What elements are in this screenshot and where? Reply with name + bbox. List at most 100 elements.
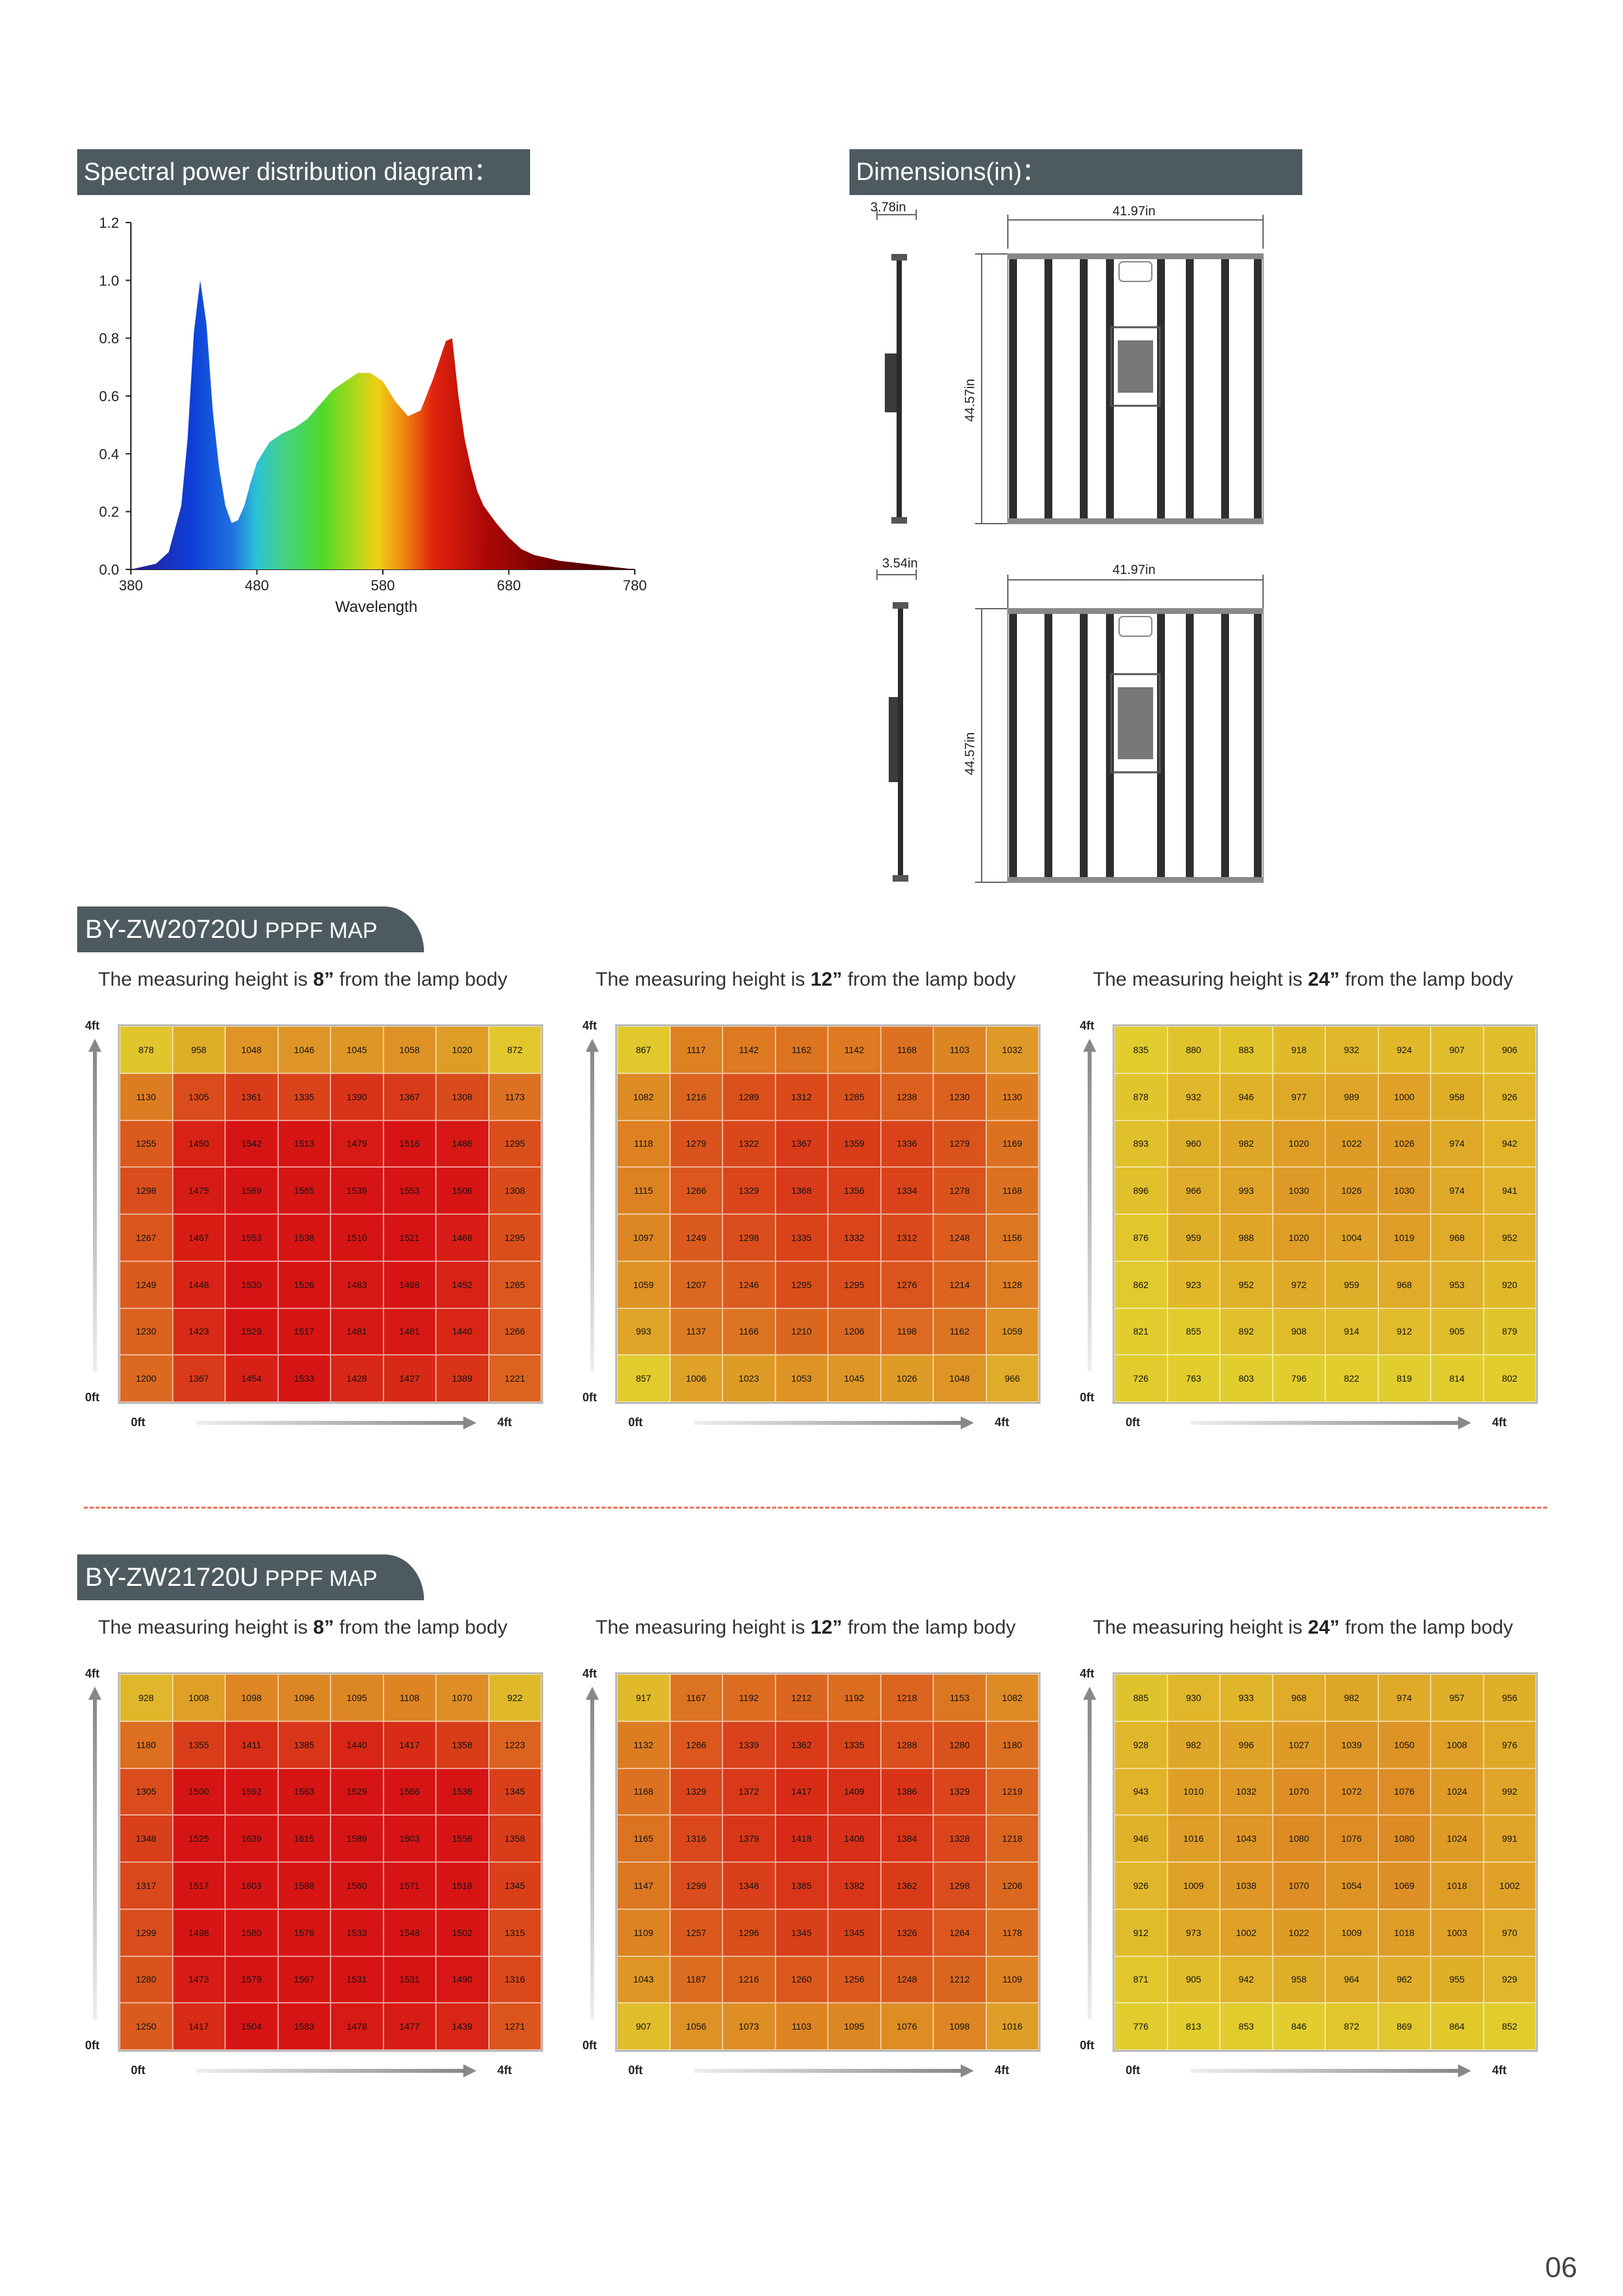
ppfd-grid: 878 958 1048 1046 1045 1058 1020 872 1130 1305 136…	[118, 1024, 543, 1404]
ppfd-cell: 1530	[225, 1261, 278, 1308]
ppfd-cell: 1118	[617, 1120, 670, 1168]
ppfd-cell: 1255	[120, 1120, 173, 1168]
ppfd-cell: 946	[1220, 1073, 1273, 1121]
spd-y-tick-label: 1.0	[99, 272, 119, 289]
ppfd-cell: 1056	[669, 2003, 722, 2050]
ppfd-cell: 1216	[722, 1956, 776, 2003]
caption-prefix: The measuring height is	[1093, 969, 1308, 990]
ppfd-cell: 932	[1167, 1073, 1220, 1121]
dim-bottom-depth: 3.54in	[882, 556, 918, 571]
ppfd-cell: 883	[1220, 1026, 1273, 1073]
ppfd-grid: 867 1117 1142 1162 1142 1168 1103 1032 1082 1216 1…	[615, 1024, 1041, 1404]
ppfd-cell: 1567	[277, 1956, 330, 2003]
spd-x-tick-label: 780	[623, 577, 647, 594]
ppfd-cell: 958	[1272, 1956, 1325, 2003]
ppfd-cell: 1218	[880, 1674, 933, 1721]
ppfd-cell: 1386	[880, 1768, 933, 1816]
ppfd-cell: 1216	[669, 1073, 722, 1121]
ppfd-cell: 1026	[880, 1355, 933, 1402]
ppfd-cell: 1207	[669, 1261, 722, 1308]
ppfd-cell: 929	[1483, 1956, 1536, 2003]
ppfd-cell: 1018	[1378, 1909, 1431, 1956]
ppfd-cell: 1266	[669, 1721, 722, 1768]
axis-label-origin-y: 0ft	[582, 1391, 597, 1404]
ppfd-cell: 1335	[775, 1214, 828, 1261]
ppfd-cell: 1256	[828, 1956, 881, 2003]
ppfd-cell: 1002	[1220, 1909, 1273, 1956]
ppfd-cell: 924	[1378, 1026, 1431, 1073]
ppfd-cell: 1045	[828, 1355, 881, 1402]
ppfd-cell: 1082	[617, 1073, 670, 1121]
ppfd-cell: 1548	[383, 1909, 436, 1956]
y-axis-arrowhead-icon	[88, 1687, 101, 1700]
ppfd-cell: 726	[1115, 1355, 1168, 1402]
ppfd-cell: 1454	[225, 1355, 278, 1402]
spd-y-tick-label: 0.2	[99, 504, 119, 520]
ppfd-cell: 1316	[488, 1956, 541, 2003]
spd-x-tick-label: 680	[497, 577, 521, 594]
ppfd-cell: 1058	[383, 1026, 436, 1073]
x-axis-arrow-icon	[1191, 2069, 1459, 2073]
ppfd-cell: 1467	[172, 1214, 225, 1261]
ppfd-cell: 763	[1167, 1355, 1220, 1402]
ppfd-cell: 1295	[828, 1261, 881, 1308]
x-axis-arrow-icon	[196, 1421, 465, 1425]
ppfd-cell: 1335	[277, 1073, 330, 1121]
ppfd-cell: 1004	[1325, 1214, 1378, 1261]
ppfd-cell: 1361	[225, 1073, 278, 1121]
ppfd-cell: 1210	[775, 1308, 828, 1355]
ppfd-cell: 1230	[933, 1073, 986, 1121]
ppfd-cell: 972	[1272, 1261, 1325, 1308]
ppfd-cell: 862	[1115, 1261, 1168, 1308]
ppfd-cell: 955	[1431, 1956, 1484, 2003]
ppfd-cell: 1345	[488, 1768, 541, 1816]
ppfd-cell: 1048	[225, 1026, 278, 1073]
ppfd-cell: 974	[1378, 1674, 1431, 1721]
y-axis-arrowhead-icon	[1083, 1687, 1096, 1700]
ppfd-cell: 1168	[880, 1026, 933, 1073]
x-axis-arrowhead-icon	[463, 1416, 476, 1429]
ppfd-cell: 1076	[880, 2003, 933, 2050]
ppfd-cell: 959	[1167, 1214, 1220, 1261]
spd-x-tick-label: 580	[371, 577, 395, 594]
x-axis-arrowhead-icon	[1458, 1416, 1471, 1429]
ppfd-cell: 1298	[722, 1214, 776, 1261]
caption-prefix: The measuring height is	[98, 969, 313, 990]
ppfd-cell: 1022	[1325, 1120, 1378, 1168]
ppfd-cell: 885	[1115, 1674, 1168, 1721]
ppfd-cell: 993	[1220, 1167, 1273, 1214]
ppfd-cell: 991	[1483, 1815, 1536, 1862]
spd-x-tick-label: 380	[119, 577, 143, 594]
x-axis-arrowhead-icon	[961, 2064, 974, 2077]
ppfd-cell: 1073	[722, 2003, 776, 2050]
ppfd-cell: 958	[172, 1026, 225, 1073]
ppfd-cell: 871	[1115, 1956, 1168, 2003]
ppfd-cell: 1308	[436, 1073, 489, 1121]
page-number: 06	[1545, 2251, 1577, 2284]
ppfd-cell: 1168	[986, 1167, 1039, 1214]
y-axis-arrow-icon	[1088, 1698, 1092, 2019]
ppfd-cell: 1358	[436, 1721, 489, 1768]
caption-suffix: from the lamp body	[842, 1617, 1016, 1638]
ppfd-cell: 959	[1325, 1261, 1378, 1308]
ppfd-cell: 1312	[880, 1214, 933, 1261]
ppfd-cell: 1483	[330, 1261, 383, 1308]
ppfd-cell: 1359	[828, 1120, 881, 1168]
ppfd-cell: 1418	[775, 1815, 828, 1862]
map-caption: The measuring height is 24” from the lam…	[1093, 969, 1513, 991]
ppfd-cell: 1002	[1483, 1862, 1536, 1909]
ppfd-cell: 1180	[986, 1721, 1039, 1768]
ppfd-cell: 1115	[617, 1167, 670, 1214]
ppfd-cell: 1278	[933, 1167, 986, 1214]
ppfd-cell: 992	[1483, 1768, 1536, 1816]
ppfd-cell: 982	[1167, 1721, 1220, 1768]
ppfd-cell: 922	[488, 1674, 541, 1721]
ppfd-cell: 1264	[933, 1909, 986, 1956]
ppfd-cell: 1521	[383, 1214, 436, 1261]
ppfd-cell: 1580	[225, 1909, 278, 1956]
ppfd-cell: 1279	[669, 1120, 722, 1168]
ppfd-cell: 1008	[172, 1674, 225, 1721]
ppfd-cell: 1265	[488, 1261, 541, 1308]
ppfd-cell: 1477	[383, 2003, 436, 2050]
ppfd-cell: 872	[488, 1026, 541, 1073]
